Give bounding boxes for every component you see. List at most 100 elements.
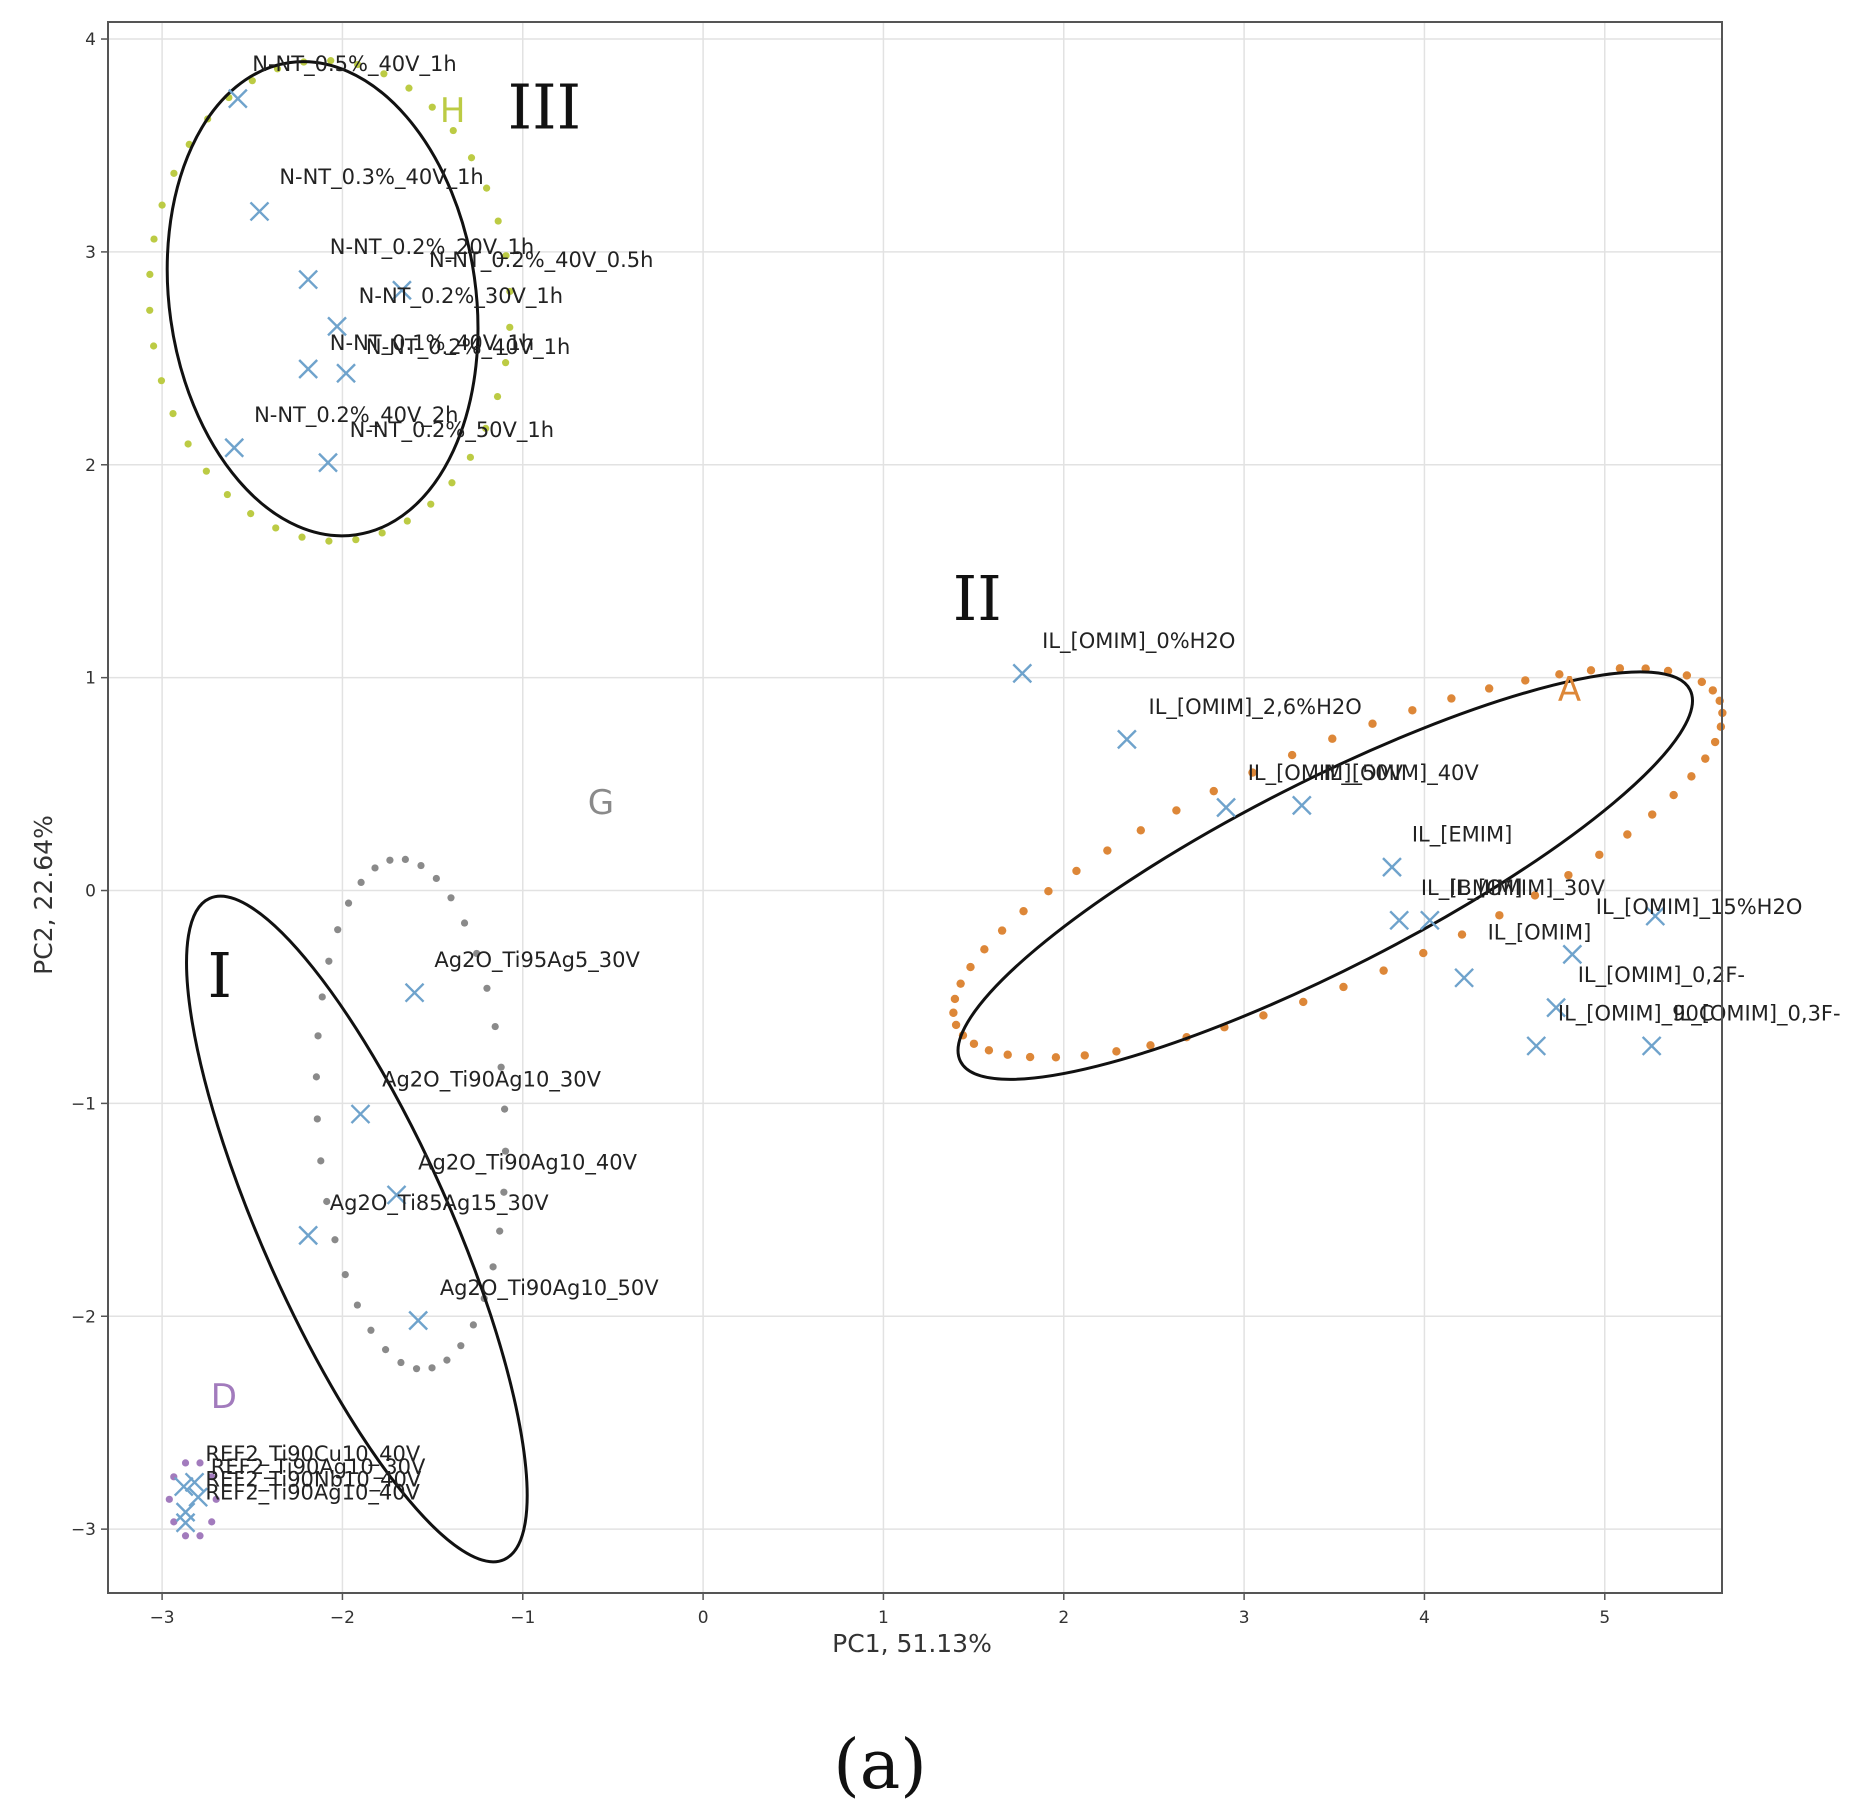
group-d-dot [182, 1459, 189, 1466]
group-g-dot [428, 1364, 435, 1371]
group-a-dot [1495, 911, 1503, 919]
group-g-dot [489, 1263, 496, 1270]
group-h-dot [150, 235, 157, 242]
group-d-dot [166, 1496, 173, 1503]
group-letter-h: H [440, 91, 466, 131]
group-h-dot [494, 393, 501, 400]
y-tick-label: −1 [71, 1094, 96, 1114]
group-h-dot [495, 217, 502, 224]
group-a-dot [1379, 966, 1387, 974]
group-h-dot [404, 517, 411, 524]
figure-caption: (a) [833, 1726, 927, 1805]
group-a-dot [1112, 1047, 1120, 1055]
group-h-dot [405, 85, 412, 92]
data-point-marker [1390, 911, 1408, 929]
group-g-dot [317, 1157, 324, 1164]
group-a-dot [1709, 686, 1717, 694]
point-label: N-NT_0.3%_40V_1h [279, 165, 483, 190]
point-label: IL_[OMIM] [1488, 920, 1592, 945]
group-a-dot [1052, 1053, 1060, 1061]
y-tick-label: 1 [85, 669, 96, 689]
data-point-marker [1527, 1037, 1545, 1055]
point-label: Ag2O_Ti85Ag15_30V [330, 1191, 549, 1216]
axis-ticks: −3 −2 −1 0 1 2 3 4 5 −3 −2 −1 0 1 2 3 4 [71, 30, 1610, 1628]
group-h-dot [185, 440, 192, 447]
group-g-dot [413, 1365, 420, 1372]
group-a-dot [1368, 720, 1376, 728]
y-tick-label: −3 [71, 1520, 96, 1540]
group-g-dot [386, 857, 393, 864]
data-point-marker [299, 1226, 317, 1244]
group-outlines [146, 57, 1726, 1539]
group-h-dot [298, 534, 305, 541]
x-axis-label: PC1, 51.13% [832, 1629, 992, 1658]
data-point-marker [299, 360, 317, 378]
group-h-dot [146, 271, 153, 278]
group-a-dot [1669, 791, 1677, 799]
point-label: Ag2O_Ti95Ag5_30V [434, 948, 640, 973]
cluster-ii-ellipse [918, 606, 1733, 1145]
group-h-dot [150, 342, 157, 349]
group-letter-d: D [211, 1377, 237, 1417]
group-a-dot [1408, 706, 1416, 714]
point-label: N-NT_0.5%_40V_1h [252, 52, 456, 77]
group-g-dot [325, 958, 332, 965]
point-label: IL_[OMIM]_0%H2O [1042, 629, 1235, 654]
data-point-marker [1383, 858, 1401, 876]
point-label: IL_[OMIM]_0,2F- [1578, 963, 1745, 988]
x-tick-label: −2 [330, 1608, 355, 1628]
data-point-marker [319, 454, 337, 472]
group-h-dot [427, 501, 434, 508]
group-a-dot [1595, 851, 1603, 859]
group-h-dot [502, 359, 509, 366]
group-a-dot [998, 926, 1006, 934]
cluster-label-ii: II [953, 562, 1002, 635]
cluster-label-iii: III [508, 70, 581, 143]
y-tick-label: 4 [85, 30, 96, 50]
group-a-dot [1172, 806, 1180, 814]
group-a-dot [1072, 867, 1080, 875]
group-g-dot [382, 1346, 389, 1353]
group-a-dot [1717, 723, 1725, 731]
group-g-dot [501, 1106, 508, 1113]
y-axis-label: PC2, 22.64% [29, 815, 58, 975]
group-a-dot [1004, 1051, 1012, 1059]
group-a-dot [1711, 738, 1719, 746]
group-a-dot [1137, 826, 1145, 834]
group-g-dot [354, 1301, 361, 1308]
group-a-dot [1648, 810, 1656, 818]
group-g-dot [457, 1342, 464, 1349]
point-label: IL_[OMIM]_30V [1450, 876, 1606, 901]
data-point-marker [299, 271, 317, 289]
group-a-dot [1019, 907, 1027, 915]
group-h-dot [272, 524, 279, 531]
group-g-dot [313, 1073, 320, 1080]
point-label: N-NT_0.2%_40V_1h [366, 335, 570, 360]
x-tick-label: 2 [1058, 1608, 1069, 1628]
x-tick-label: 5 [1599, 1608, 1610, 1628]
group-a-dot [966, 963, 974, 971]
group-a-dot [1623, 830, 1631, 838]
group-g-dot [371, 864, 378, 871]
point-label: IL_[OMIM]_40V [1323, 761, 1479, 786]
group-h-dot [448, 479, 455, 486]
point-labels: N-NT_0.5%_40V_1h N-NT_0.3%_40V_1h N-NT_0.2… [205, 52, 1840, 1505]
group-g-dot [331, 1236, 338, 1243]
group-a-dot [1485, 684, 1493, 692]
group-h-dot [467, 454, 474, 461]
group-a-dot [1288, 751, 1296, 759]
group-h-dot [483, 185, 490, 192]
data-point-marker [1118, 730, 1136, 748]
data-point-marker [337, 364, 355, 382]
x-tick-label: −3 [150, 1608, 175, 1628]
data-point-marker [177, 1503, 195, 1521]
group-a-dot [1683, 671, 1691, 679]
group-a-dot [980, 945, 988, 953]
group-h-dot [247, 510, 254, 517]
group-g-dot [461, 919, 468, 926]
data-point-marker [250, 202, 268, 220]
group-a-dot [1081, 1051, 1089, 1059]
group-a-dot [1587, 666, 1595, 674]
group-d-dot [196, 1532, 203, 1539]
group-g-dot [470, 1321, 477, 1328]
